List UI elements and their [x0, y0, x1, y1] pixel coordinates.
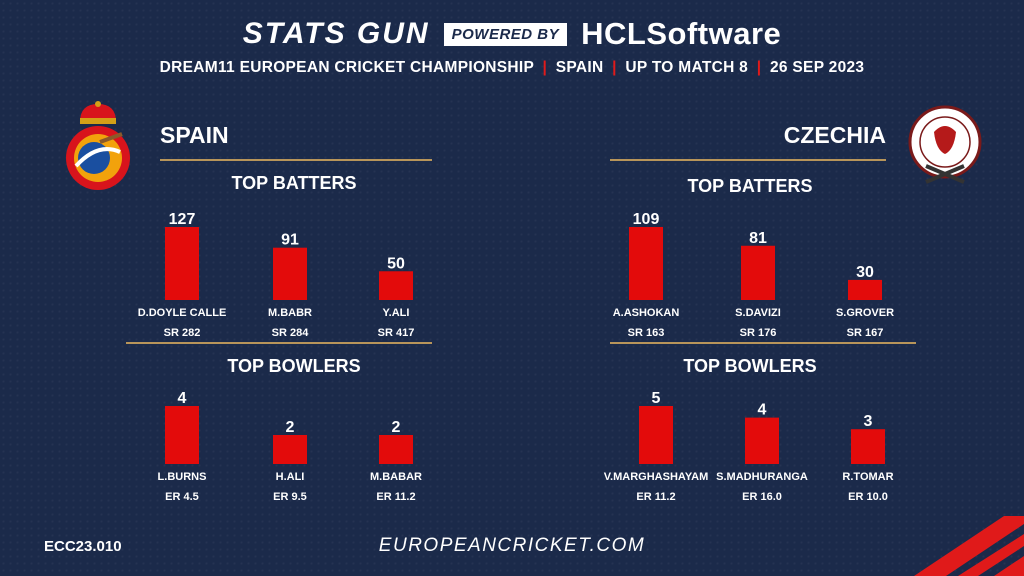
chart-spain-bowlers: 4 L.BURNS ER 4.5 2 H.ALI ER 9.5 2 M.BABAR ER 11.…: [124, 380, 444, 510]
bar-value-label: 30: [856, 264, 874, 281]
player-name-label: S.GROVER: [836, 307, 894, 319]
bar-value-label: 4: [178, 390, 187, 407]
player-stat-label: ER 11.2: [636, 491, 675, 503]
footer-code: ECC23.010: [44, 538, 122, 555]
bar: [741, 245, 775, 300]
header-brand: STATS GUN POWERED BY HCLSoftware: [0, 16, 1024, 52]
powered-by-badge: POWERED BY: [443, 22, 568, 46]
section-title-czechia-batters: TOP BATTERS: [687, 176, 813, 196]
bar-value-label: 2: [392, 419, 401, 436]
gold-divider-czechia: [610, 159, 886, 161]
subtitle-separator: |: [756, 59, 762, 76]
bar-value-label: 2: [286, 419, 295, 436]
section-title-czechia-bowlers: TOP BOWLERS: [683, 356, 817, 376]
hclsoftware-logo-text: HCLSoftware: [581, 16, 782, 51]
player-stat-label: SR 417: [378, 327, 415, 339]
bar: [639, 406, 673, 464]
chart-spain-bowlers-svg: 4 L.BURNS ER 4.5 2 H.ALI ER 9.5 2 M.BABAR ER 11.…: [158, 390, 422, 503]
player-name-label: R.TOMAR: [842, 471, 893, 483]
subtitle-separator: |: [542, 59, 548, 76]
player-name-label: L.BURNS: [158, 471, 207, 483]
section-title-spain-batters: TOP BATTERS: [231, 173, 357, 193]
player-stat-label: SR 176: [740, 327, 777, 339]
subtitle: DREAM11 EUROPEAN CRICKET CHAMPIONSHIP | …: [0, 59, 1024, 77]
player-name-label: D.DOYLE CALLE: [138, 307, 227, 319]
player-stat-label: ER 10.0: [848, 491, 888, 503]
player-name-label: H.ALI: [276, 471, 305, 483]
bar: [165, 227, 199, 300]
player-name-label: A.ASHOKAN: [613, 307, 680, 319]
bar: [165, 406, 199, 464]
gold-divider-spain-mid: [126, 342, 432, 344]
gold-divider-czechia-mid: [610, 342, 916, 344]
footer-url: EUROPEANCRICKET.COM: [378, 535, 646, 556]
chart-czechia-bowlers: 5 V.MARGHASHAYAM ER 11.2 4 S.MADHURANGA ER 16…: [580, 380, 920, 510]
player-name-label: S.MADHURANGA: [716, 471, 808, 483]
bar-value-label: 5: [652, 390, 661, 407]
decorative-stripes-icon: [914, 516, 1024, 576]
chart-czechia-batters: 109 A.ASHOKAN SR 163 81 S.DAVIZI SR 176 30 S.GR…: [580, 196, 920, 342]
bar-value-label: 50: [387, 255, 405, 272]
subtitle-team: SPAIN: [555, 59, 604, 76]
player-stat-label: SR 282: [164, 327, 201, 339]
bar-value-label: 3: [864, 413, 873, 430]
subtitle-competition: DREAM11 EUROPEAN CRICKET CHAMPIONSHIP: [159, 59, 534, 76]
player-name-label: V.MARGHASHAYAM: [604, 471, 709, 483]
chart-czechia-batters-svg: 109 A.ASHOKAN SR 163 81 S.DAVIZI SR 176 30 S.GR…: [613, 211, 894, 339]
bar: [273, 247, 307, 300]
chart-czechia-bowlers-svg: 5 V.MARGHASHAYAM ER 11.2 4 S.MADHURANGA ER 16…: [604, 390, 894, 503]
player-stat-label: SR 163: [628, 327, 665, 339]
bar-value-label: 4: [758, 402, 767, 419]
bar: [379, 435, 413, 464]
bar: [851, 429, 885, 464]
bar-value-label: 91: [281, 232, 299, 249]
chart-spain-batters-svg: 127 D.DOYLE CALLE SR 282 91 M.BABR SR 284 50 Y.…: [138, 211, 415, 339]
bar: [745, 417, 779, 464]
player-stat-label: ER 4.5: [165, 491, 199, 503]
bar: [379, 271, 413, 300]
player-name-label: M.BABAR: [370, 471, 422, 483]
player-stat-label: ER 9.5: [273, 491, 307, 503]
player-stat-label: SR 167: [847, 327, 884, 339]
subtitle-separator: |: [612, 59, 617, 76]
subtitle-date: 26 SEP 2023: [769, 59, 865, 76]
team-name-spain: SPAIN: [160, 122, 229, 148]
bar: [273, 435, 307, 464]
spain-cricket-logo-icon: [66, 101, 130, 190]
player-name-label: Y.ALI: [383, 307, 410, 319]
stats-gun-logo-text: STATS GUN: [242, 17, 430, 50]
bar-value-label: 81: [749, 230, 767, 247]
player-stat-label: ER 16.0: [742, 491, 782, 503]
chart-spain-batters: 127 D.DOYLE CALLE SR 282 91 M.BABR SR 284 50 Y.…: [124, 196, 444, 342]
player-name-label: S.DAVIZI: [735, 307, 781, 319]
section-title-spain-bowlers: TOP BOWLERS: [227, 356, 361, 376]
bar-value-label: 109: [633, 211, 660, 228]
bar-value-label: 127: [169, 211, 196, 228]
bar: [629, 227, 663, 300]
czech-cricket-logo-icon: [908, 105, 982, 184]
team-name-czechia: CZECHIA: [783, 122, 886, 148]
player-stat-label: ER 11.2: [376, 491, 415, 503]
player-name-label: M.BABR: [268, 307, 312, 319]
gold-divider-spain: [160, 159, 432, 161]
player-stat-label: SR 284: [272, 327, 310, 339]
subtitle-matches: UP TO MATCH 8: [625, 59, 749, 76]
bar: [848, 279, 882, 300]
